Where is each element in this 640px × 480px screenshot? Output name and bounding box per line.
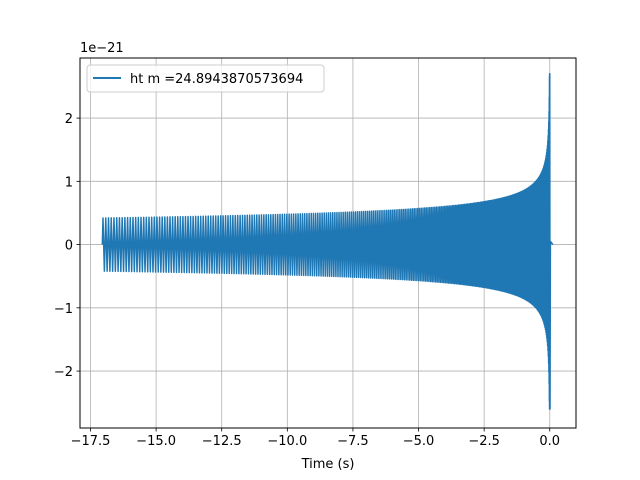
plot-frame [79, 57, 577, 429]
y-offset-label: 1e−21 [80, 41, 124, 56]
legend-series-label: ht m =24.8943870573694 [130, 72, 303, 87]
y-tick-label: 1 [65, 175, 73, 190]
y-tick-label: −2 [54, 365, 73, 380]
x-axis-label: Time (s) [301, 457, 355, 472]
series-area [101, 73, 554, 410]
legend: ht m =24.8943870573694 [86, 64, 325, 93]
x-tick-label: 0.0 [539, 434, 560, 449]
x-tick-label: −12.5 [202, 434, 242, 449]
series-line [101, 73, 554, 410]
x-tick-label: −5.0 [403, 434, 435, 449]
x-tick-label: −7.5 [337, 434, 369, 449]
x-tick-label: −2.5 [468, 434, 500, 449]
x-tick-label: −17.5 [71, 434, 111, 449]
y-tick-label: 2 [65, 112, 73, 127]
x-tick-label: −15.0 [136, 434, 176, 449]
legend-box [86, 64, 325, 93]
y-tick-label: 0 [65, 239, 73, 254]
y-tick-label: −1 [54, 302, 73, 317]
axis-ticks: −17.5 −15.0 −12.5 −10.0 −7.5 −5.0 −2.5 0.0 −2 −1 0… [54, 112, 560, 449]
x-tick-label: −10.0 [267, 434, 307, 449]
